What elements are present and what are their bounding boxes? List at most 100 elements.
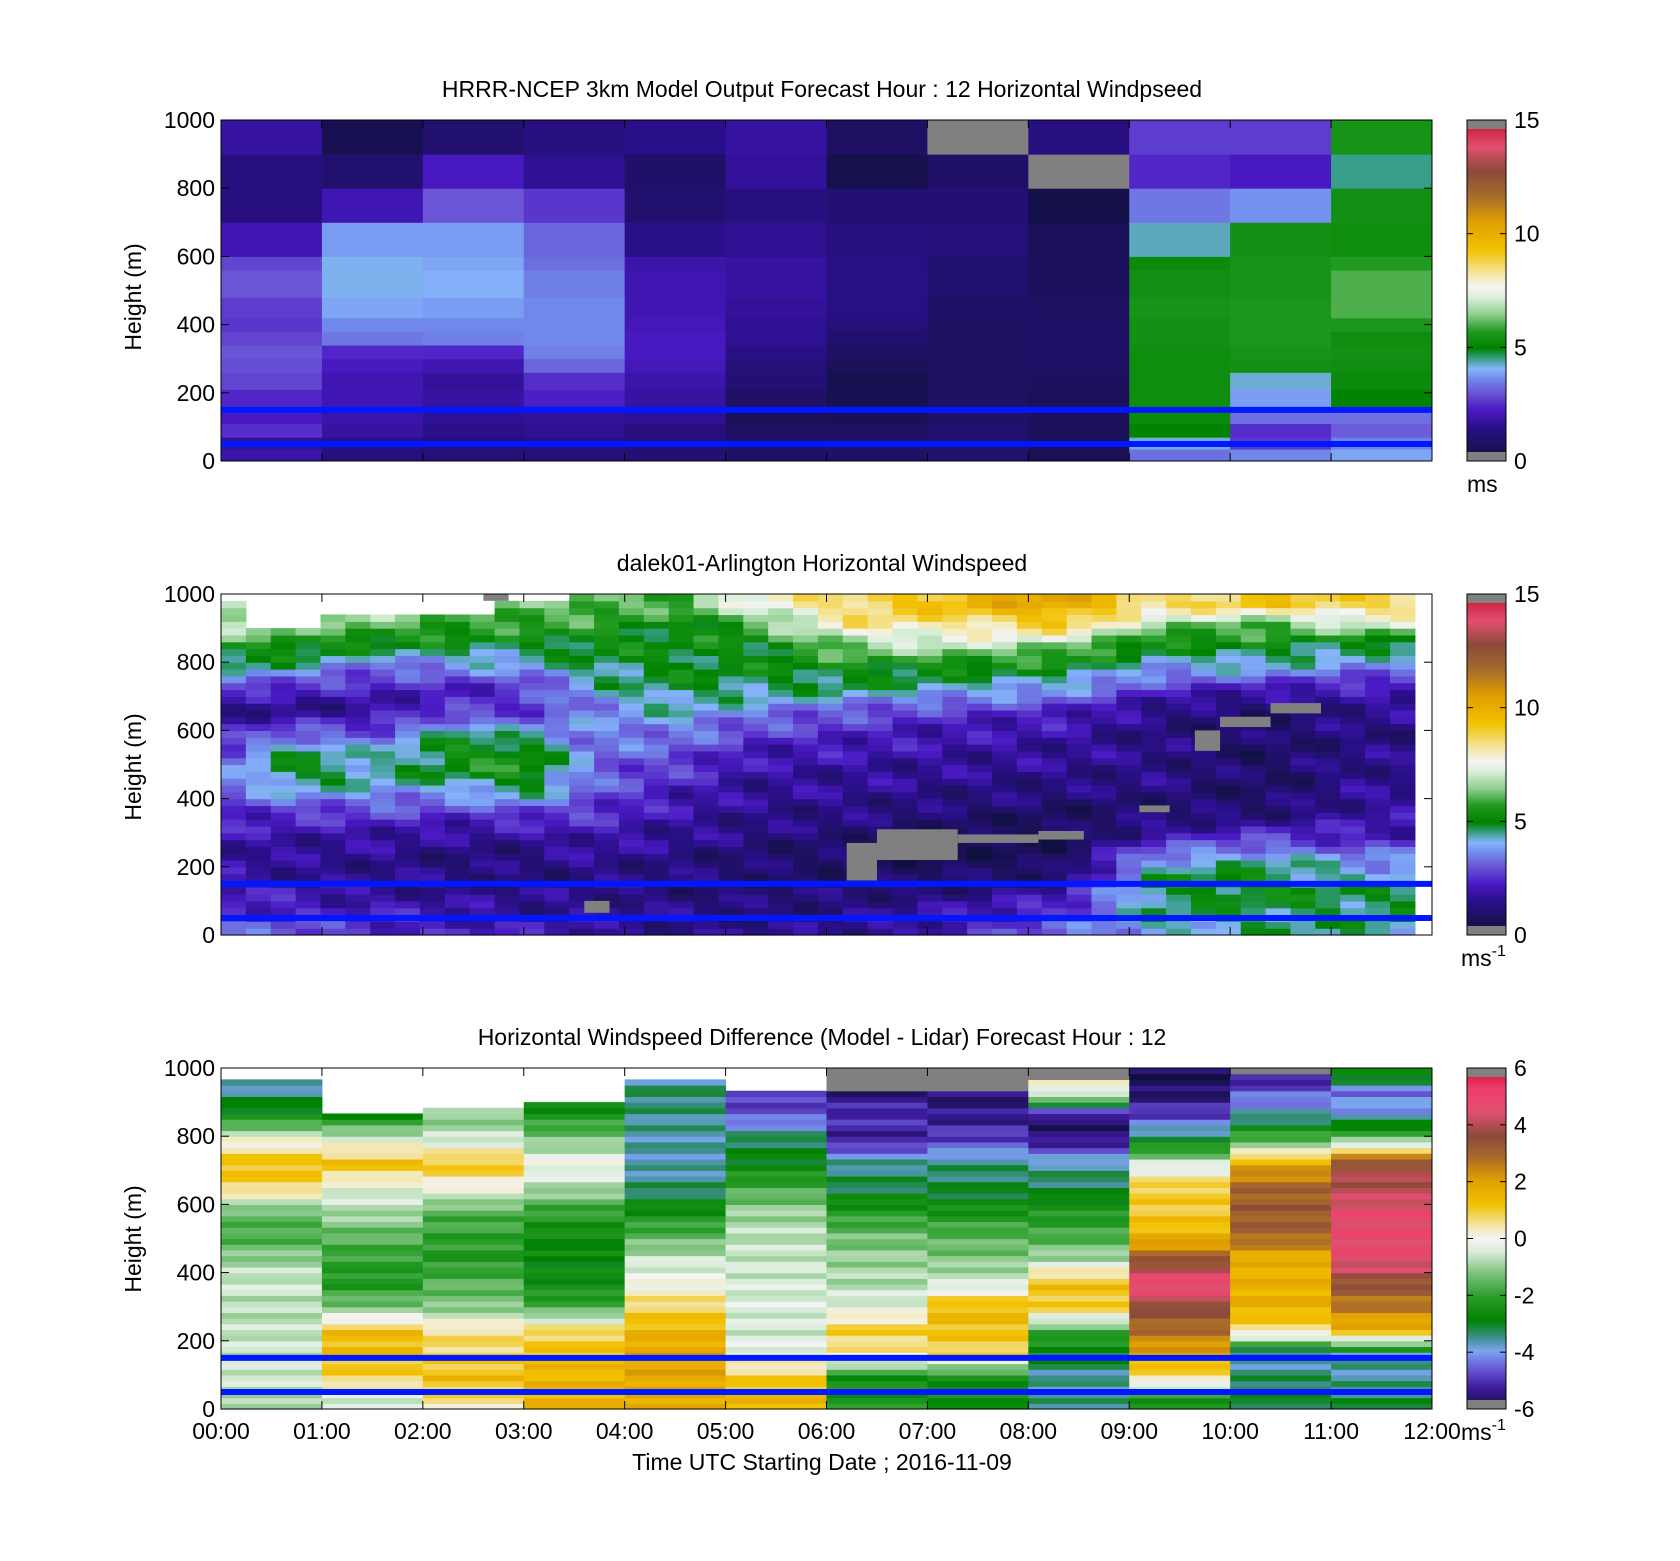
heatmap-cell [618, 873, 645, 882]
heatmap-cell [1290, 825, 1316, 834]
heatmap-cell [1129, 1329, 1231, 1336]
heatmap-cell [917, 866, 943, 875]
heatmap-cell [1365, 764, 1391, 772]
heatmap-cell [693, 866, 720, 875]
heatmap-cell [1215, 757, 1242, 766]
heatmap-cell [768, 866, 794, 875]
heatmap-cell [221, 1312, 323, 1319]
heatmap-cell [1141, 764, 1167, 772]
heatmap-cell [221, 634, 247, 643]
heatmap-cell [1016, 750, 1043, 759]
heatmap-cell [422, 1255, 525, 1262]
heatmap-cell [569, 832, 595, 841]
heatmap-cell [422, 1329, 525, 1336]
heatmap-cell [942, 594, 968, 602]
heatmap-cell [768, 853, 794, 861]
heatmap-cell [469, 921, 496, 929]
heatmap-cell [768, 634, 794, 643]
heatmap-cell [643, 730, 670, 738]
heatmap-cell [867, 900, 894, 909]
heatmap-cell [1028, 1130, 1130, 1137]
heatmap-cell [221, 784, 247, 793]
heatmap-cell [643, 921, 670, 929]
heatmap-cell [826, 1312, 928, 1319]
missing-data-patch [483, 594, 509, 601]
heatmap-cell [321, 1295, 424, 1302]
heatmap-cell [892, 655, 919, 663]
heatmap-cell [826, 1363, 928, 1370]
heatmap-cell [967, 744, 993, 752]
heatmap-cell [422, 1187, 525, 1194]
heatmap-cell [1066, 723, 1093, 731]
heatmap-cell [221, 1181, 323, 1188]
heatmap-cell [245, 764, 272, 772]
heatmap-cell [321, 1272, 424, 1279]
heatmap-cell [967, 921, 993, 929]
heatmap-cell [826, 154, 928, 189]
heatmap-cell [817, 798, 844, 807]
heatmap-cell [1028, 1232, 1130, 1240]
heatmap-cell [1091, 730, 1117, 738]
heatmap-cell [1028, 1363, 1130, 1370]
heatmap-cell [1240, 900, 1267, 909]
heatmap-cell [693, 628, 720, 636]
heatmap-cell [321, 1136, 424, 1143]
heatmap-cell [221, 1272, 323, 1279]
heatmap-cell [370, 648, 396, 656]
heatmap-cell [618, 689, 645, 697]
heatmap-cell [668, 682, 695, 691]
heatmap-cell [1315, 853, 1341, 861]
heatmap-cell [370, 791, 396, 800]
heatmap-cell [643, 723, 670, 731]
heatmap-cell [624, 389, 727, 407]
heatmap-cell [1265, 675, 1292, 684]
heatmap-cell [469, 907, 496, 916]
heatmap-cell [942, 859, 968, 868]
heatmap-cell [1240, 669, 1267, 677]
heatmap-cell [992, 887, 1018, 895]
heatmap-cell [693, 839, 720, 847]
heatmap-cell [245, 778, 272, 786]
heatmap-cell [1215, 682, 1242, 691]
heatmap-cell [370, 859, 396, 868]
heatmap-cell [1215, 614, 1242, 622]
heatmap-cell [444, 689, 471, 697]
heatmap-cell [817, 791, 844, 800]
heatmap-cell [1340, 669, 1366, 677]
heatmap-cell [992, 744, 1018, 752]
heatmap-cell [370, 655, 396, 663]
heatmap-cell [718, 873, 744, 882]
heatmap-cell [743, 621, 769, 629]
heatmap-cell [245, 921, 272, 929]
heatmap-cell [718, 703, 744, 711]
heatmap-cell [917, 757, 943, 766]
heatmap-cell [422, 1124, 525, 1132]
heatmap-cell [1141, 784, 1167, 793]
heatmap-cell [221, 928, 247, 936]
heatmap-cell [1389, 648, 1416, 656]
heatmap-cell [1315, 607, 1341, 616]
heatmap-cell [624, 1090, 727, 1098]
heatmap-cell [817, 634, 844, 643]
heatmap-cell [270, 784, 297, 793]
heatmap-cell [826, 1124, 928, 1132]
colorbar-tick-label: 5 [1514, 334, 1527, 360]
heatmap-cell [927, 1187, 1029, 1194]
heatmap-cell [624, 1221, 727, 1228]
heatmap-cell [618, 696, 645, 704]
heatmap-cell [1190, 648, 1217, 656]
heatmap-cell [494, 730, 521, 738]
heatmap-cell [419, 716, 446, 725]
heatmap-cell [295, 784, 322, 793]
heatmap-cell [1141, 798, 1167, 807]
heatmap-cell [494, 866, 521, 875]
heatmap-cell [793, 832, 819, 841]
heatmap-cell [469, 859, 496, 868]
heatmap-cell [345, 771, 371, 779]
heatmap-cell [618, 648, 645, 656]
heatmap-cell [544, 621, 570, 629]
heatmap-cell [1041, 634, 1068, 643]
y-tick-label: 200 [177, 1328, 215, 1354]
heatmap-cell [693, 723, 720, 731]
heatmap-cell [1066, 921, 1093, 929]
